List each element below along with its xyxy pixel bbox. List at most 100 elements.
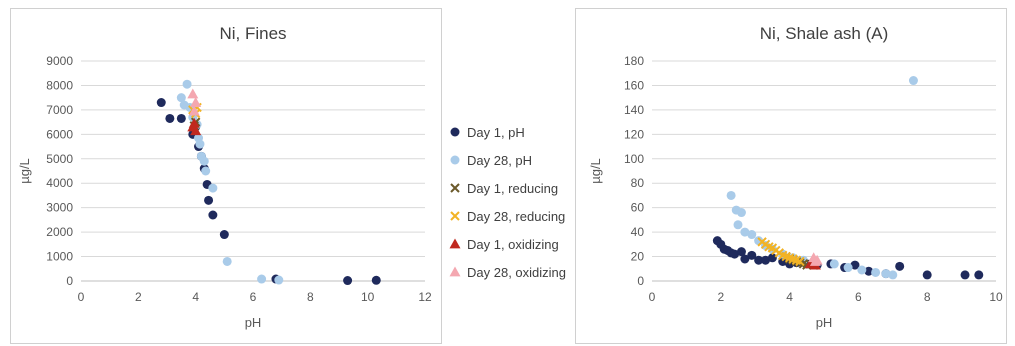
chart-fines-svg: Ni, Fines0100020003000400050006000700080… xyxy=(17,24,432,330)
legend-marker-shape xyxy=(450,183,460,193)
y-tick-label: 60 xyxy=(631,201,645,215)
legend-marker-day28-oxidizing xyxy=(449,266,461,277)
day-28-ph-point xyxy=(888,270,898,280)
legend-marker-shape xyxy=(449,266,461,277)
y-tick-label: 0 xyxy=(66,274,73,288)
legend-item-day28-reducing: Day 28, reducing xyxy=(448,202,573,230)
chart-title: Ni, Fines xyxy=(219,24,286,43)
x-tick-label: 10 xyxy=(361,290,375,304)
y-tick-label: 6000 xyxy=(46,127,73,141)
x-tick-label: 4 xyxy=(786,290,793,304)
day-1-ph-point xyxy=(974,270,984,280)
y-axis-title: µg/L xyxy=(588,158,603,184)
legend-label: Day 28, reducing xyxy=(467,208,566,224)
day-28-oxidizing-point xyxy=(188,105,200,116)
chart-shale-ash-svg: Ni, Shale ash (A) 0 20 40 60 80 100 120 140 160 18… xyxy=(588,24,1003,330)
y-tick-label: 100 xyxy=(624,152,644,166)
day-28-ph-point xyxy=(740,227,750,237)
day-28-ph-point xyxy=(733,220,743,230)
day-28-ph-point xyxy=(176,93,186,103)
day-28-ph-point xyxy=(222,256,232,266)
legend-item-day28-ph: Day 28, pH xyxy=(448,146,573,174)
day-1-ph-point xyxy=(740,254,750,264)
legend-label: Day 28, oxidizing xyxy=(467,264,566,280)
day-1-ph-point xyxy=(960,270,970,280)
legend-marker-day1-reducing xyxy=(450,183,460,193)
day-28-ph-point xyxy=(747,230,757,240)
day-28-ph-point xyxy=(726,190,736,200)
legend-label: Day 1, reducing xyxy=(467,180,559,196)
day-28-reducing-point xyxy=(795,256,805,267)
day-28-ph-point xyxy=(195,139,205,149)
day-1-ph-point xyxy=(371,275,381,285)
x-stroke xyxy=(791,255,802,265)
day-28-ph-point xyxy=(857,265,867,275)
day-1-ph-point xyxy=(864,266,874,276)
x-tick-label: 10 xyxy=(989,290,1003,304)
legend-item-day28-oxidizing: Day 28, oxidizing xyxy=(448,258,573,286)
day-28-ph-point xyxy=(908,76,918,86)
day-28-ph-point xyxy=(274,275,284,285)
day-1-ph-point xyxy=(850,260,860,270)
y-axis-title: µg/L xyxy=(17,158,32,184)
chart-panel-shale-ash: Ni, Shale ash (A) 0 20 40 60 80 100 120 140 160 18… xyxy=(575,8,1007,344)
day-1-ph-point xyxy=(156,98,166,108)
x-tick-label: 8 xyxy=(924,290,931,304)
x-stroke xyxy=(784,253,795,263)
day-28-oxidizing-point xyxy=(809,255,821,266)
day-28-ph-point xyxy=(208,183,218,193)
y-tick-label: 7000 xyxy=(46,103,73,117)
x-tick-label: 2 xyxy=(135,290,142,304)
y-tick-label: 4000 xyxy=(46,176,73,190)
y-tick-label: 3000 xyxy=(46,201,73,215)
day-28-ph-point xyxy=(199,156,209,166)
y-tick-label: 140 xyxy=(624,103,644,117)
x-stroke xyxy=(778,250,788,261)
x-tick-label: 4 xyxy=(192,290,199,304)
x-axis-title: pH xyxy=(816,315,833,330)
y-tick-label: 20 xyxy=(631,250,645,264)
day-28-ph-point xyxy=(829,259,839,269)
x-stroke xyxy=(781,251,791,262)
y-tick-label: 5000 xyxy=(46,152,73,166)
day-1-ph-point xyxy=(204,195,214,205)
y-tick-label: 1000 xyxy=(46,250,73,264)
x-stroke xyxy=(450,211,460,221)
y-tick-label: 180 xyxy=(624,54,644,68)
x-stroke xyxy=(450,183,460,193)
day-28-ph-point xyxy=(736,208,746,218)
chart-panel-fines: Ni, Fines 0 1000 2000 3000 4000 5000 6000 7000 80… xyxy=(10,8,442,344)
legend-item-day1-oxidizing: Day 1, oxidizing xyxy=(448,230,573,258)
day-28-ph-point xyxy=(182,79,192,89)
y-tick-label: 80 xyxy=(631,176,645,190)
day-1-ph-point xyxy=(219,230,229,240)
x-tick-label: 0 xyxy=(649,290,656,304)
day-1-ph-point xyxy=(767,253,777,263)
day-1-oxidizing-point xyxy=(190,125,202,136)
legend-marker-shape xyxy=(449,238,461,249)
day-1-ph-point xyxy=(895,261,905,271)
day-28-ph-point xyxy=(843,263,853,273)
day-28-oxidizing-point xyxy=(187,88,199,99)
legend-item-day1-reducing: Day 1, reducing xyxy=(448,174,573,202)
legend-marker-shape xyxy=(450,155,460,165)
x-tick-label: 8 xyxy=(307,290,314,304)
day-28-ph-point xyxy=(257,274,267,284)
day-28-oxidizing-point xyxy=(190,97,202,107)
x-axis-title: pH xyxy=(245,315,262,330)
legend-label: Day 28, pH xyxy=(467,152,533,168)
x-tick-label: 6 xyxy=(855,290,862,304)
y-tick-label: 40 xyxy=(631,225,645,239)
x-stroke xyxy=(764,242,774,252)
day-1-ph-point xyxy=(754,255,764,265)
day-28-ph-point xyxy=(881,269,891,279)
chart-title: Ni, Shale ash (A) xyxy=(760,24,889,43)
day-1-ph-point xyxy=(778,256,788,266)
legend-label: Day 1, pH xyxy=(467,124,525,140)
y-tick-label: 160 xyxy=(624,78,644,92)
y-tick-label: 9000 xyxy=(46,54,73,68)
legend-marker-shape xyxy=(450,127,460,137)
day-1-ph-point xyxy=(922,270,932,280)
y-tick-label: 120 xyxy=(624,127,644,141)
day-1-ph-point xyxy=(176,113,186,123)
